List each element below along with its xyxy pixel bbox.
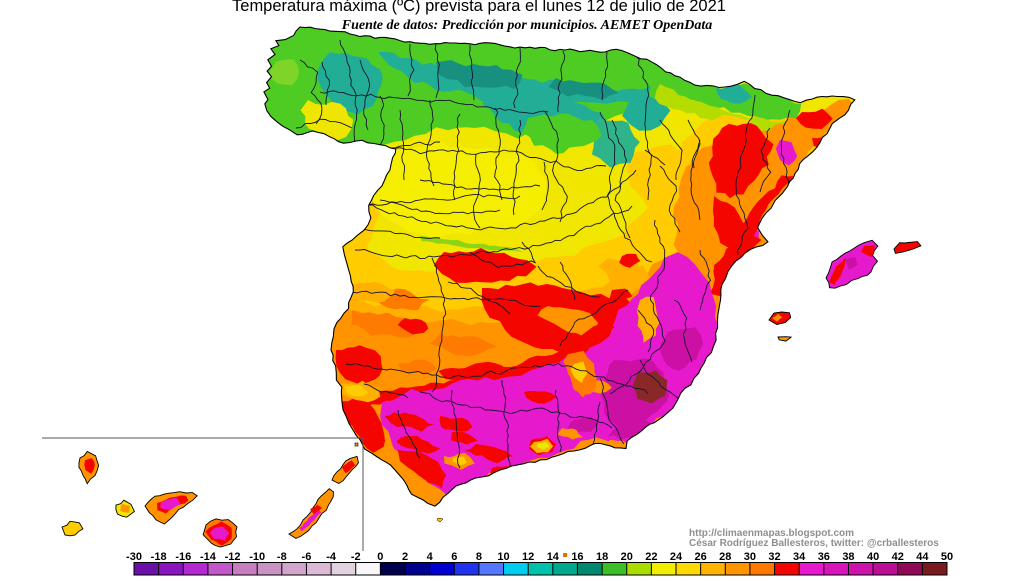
svg-text:-14: -14: [200, 551, 217, 563]
svg-text:42: 42: [892, 551, 904, 563]
svg-text:-4: -4: [326, 551, 337, 563]
svg-text:40: 40: [867, 551, 879, 563]
svg-text:César Rodríguez Ballesteros, t: César Rodríguez Ballesteros, twitter: @c…: [689, 538, 939, 549]
svg-text:38: 38: [842, 551, 854, 563]
svg-text:-6: -6: [302, 551, 312, 563]
svg-text:14: 14: [547, 551, 560, 563]
svg-text:50: 50: [941, 551, 953, 563]
svg-text:28: 28: [719, 551, 731, 563]
svg-text:0: 0: [377, 551, 383, 563]
svg-text:Fuente de datos: Predicción po: Fuente de datos: Predicción por municipi…: [341, 18, 713, 33]
svg-text:-2: -2: [351, 551, 361, 563]
svg-text:16: 16: [571, 551, 583, 563]
svg-text:6: 6: [451, 551, 457, 563]
svg-text:-8: -8: [277, 551, 287, 563]
svg-text:-10: -10: [249, 551, 265, 563]
svg-text:8: 8: [476, 551, 482, 563]
svg-text:12: 12: [522, 551, 534, 563]
svg-text:22: 22: [645, 551, 657, 563]
svg-text:20: 20: [621, 551, 633, 563]
svg-text:36: 36: [818, 551, 830, 563]
svg-text:26: 26: [695, 551, 707, 563]
svg-text:http://climaenmapas.blogspot.c: http://climaenmapas.blogspot.com: [689, 528, 854, 539]
svg-text:18: 18: [596, 551, 608, 563]
svg-text:-16: -16: [175, 551, 191, 563]
svg-text:Temperatura máxima (ºC) previs: Temperatura máxima (ºC) prevista para el…: [232, 0, 726, 15]
svg-text:10: 10: [497, 551, 509, 563]
svg-text:34: 34: [793, 551, 806, 563]
svg-text:2: 2: [402, 551, 408, 563]
svg-text:4: 4: [427, 551, 434, 563]
svg-text:32: 32: [768, 551, 780, 563]
svg-text:-12: -12: [225, 551, 241, 563]
svg-text:44: 44: [916, 551, 929, 563]
svg-text:-30: -30: [126, 551, 142, 563]
svg-text:30: 30: [744, 551, 756, 563]
svg-text:24: 24: [670, 551, 683, 563]
svg-text:-18: -18: [151, 551, 167, 563]
